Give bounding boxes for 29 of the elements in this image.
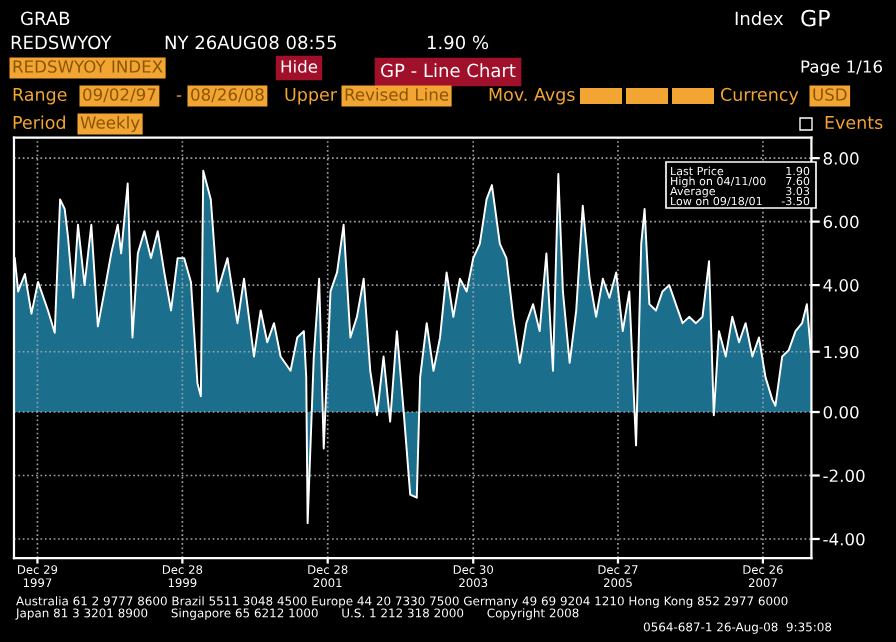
text: REDSWYOY INDEX bbox=[13, 60, 163, 73]
text: Period bbox=[13, 115, 65, 130]
text: Weekly bbox=[80, 115, 140, 133]
text: GP bbox=[801, 9, 830, 27]
y-tick-label: -4.00 bbox=[823, 532, 865, 546]
text: Index bbox=[735, 11, 784, 26]
text: Revised Line bbox=[345, 87, 449, 101]
text: - bbox=[176, 95, 182, 97]
text: NY 26AUG08 08:55 bbox=[165, 35, 336, 50]
text: USD bbox=[813, 88, 847, 101]
text: Upper bbox=[285, 88, 337, 105]
text: Hide bbox=[281, 59, 318, 73]
text: 08/26/08 bbox=[191, 88, 264, 103]
y-tick-label: 4.00 bbox=[823, 279, 859, 292]
text: 09/02/97 bbox=[83, 88, 156, 103]
chart-title: GP - Line Chart bbox=[381, 63, 516, 78]
y-tick-label: 0.00 bbox=[823, 406, 859, 419]
text: Page 1/16 bbox=[801, 60, 883, 77]
text: Currency bbox=[720, 87, 799, 105]
text: Events bbox=[825, 116, 883, 130]
y-tick-label: 1.90 bbox=[824, 345, 859, 359]
text: Range bbox=[13, 88, 67, 105]
text: 1.90 % bbox=[427, 35, 489, 50]
text: REDSWYOY bbox=[11, 35, 112, 50]
y-tick-label: 8.00 bbox=[823, 152, 859, 165]
text: Mov. Avgs bbox=[489, 88, 575, 105]
text: GRAB bbox=[21, 11, 70, 26]
y-tick-label: 6.00 bbox=[823, 215, 859, 229]
y-tick-label: -2.00 bbox=[823, 469, 865, 483]
